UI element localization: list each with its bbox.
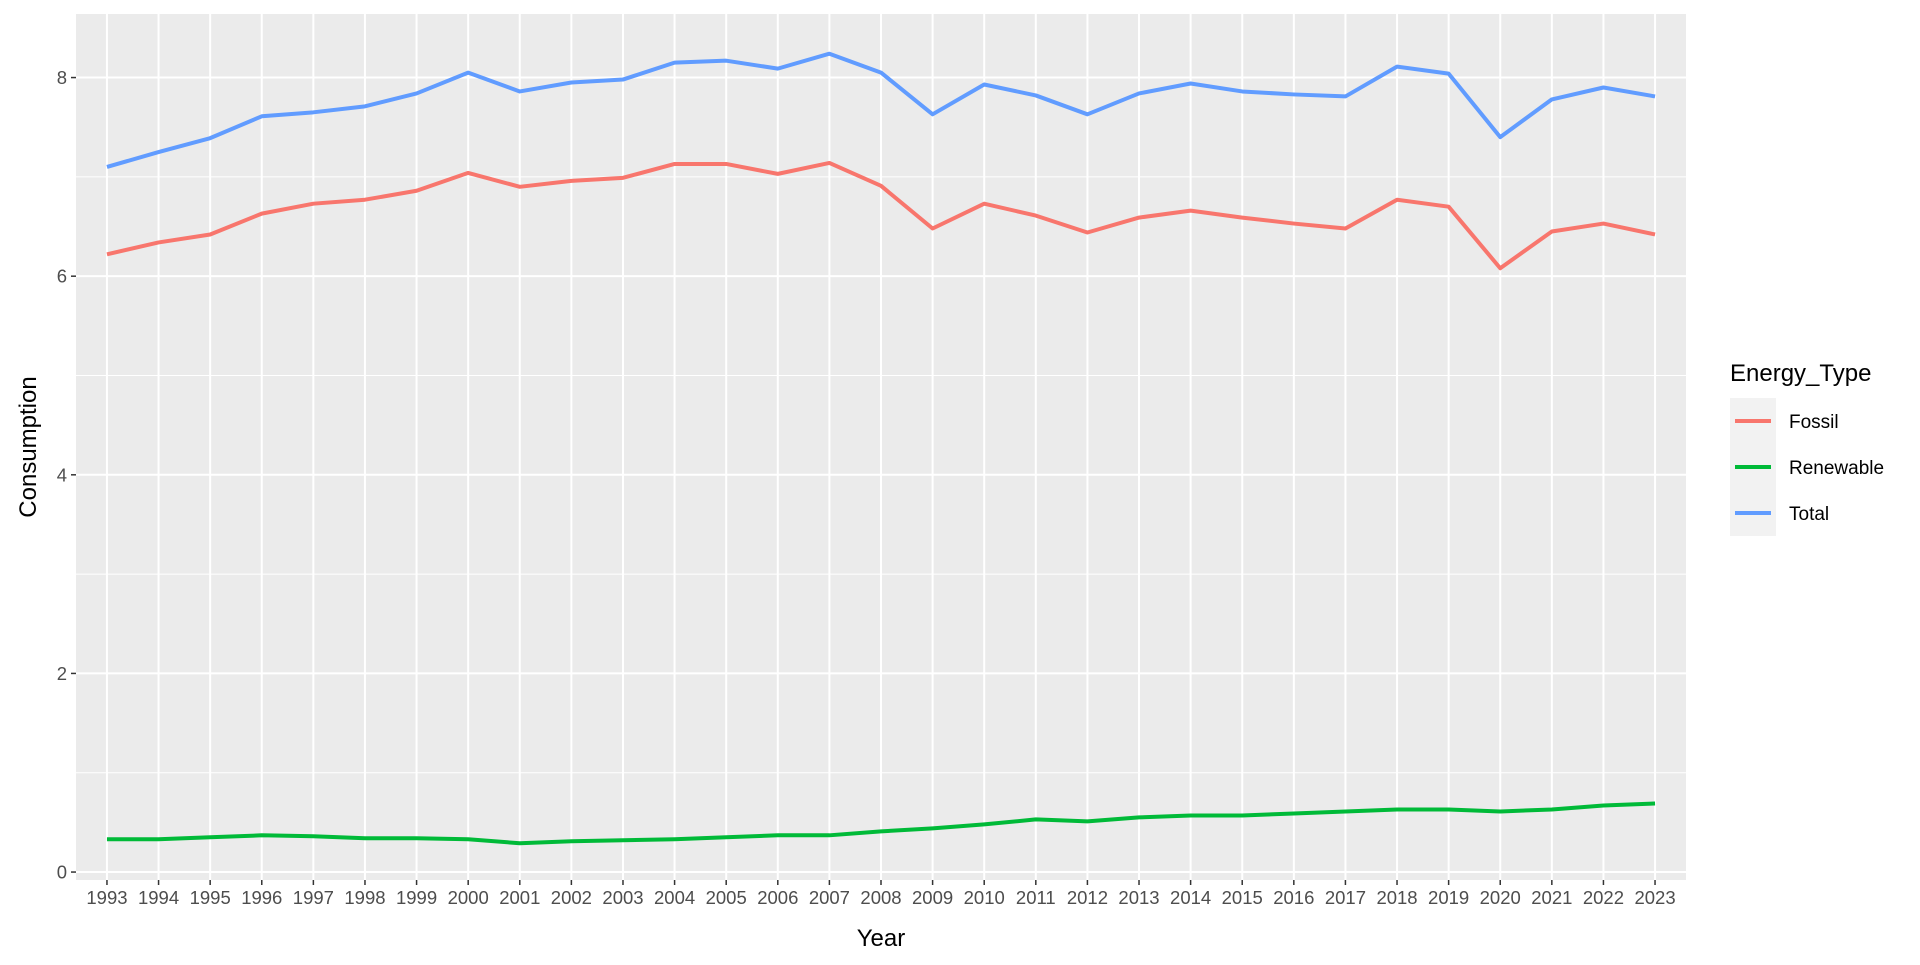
x-tick-label: 2013 (1118, 887, 1159, 908)
x-tick-label: 1996 (241, 887, 282, 908)
x-tick-label: 2006 (757, 887, 798, 908)
x-tick-label: 1998 (344, 887, 385, 908)
x-tick-label: 2002 (551, 887, 592, 908)
x-tick-label: 1999 (396, 887, 437, 908)
x-tick-label: 2018 (1376, 887, 1417, 908)
x-tick-label: 2014 (1170, 887, 1211, 908)
legend-label: Total (1789, 504, 1829, 525)
x-tick-label: 2023 (1634, 887, 1675, 908)
x-tick-label: 1994 (138, 887, 179, 908)
x-tick-label: 2010 (964, 887, 1005, 908)
x-tick-label: 2021 (1531, 887, 1572, 908)
major-gridlines (76, 14, 1686, 880)
y-tick-label: 6 (57, 266, 67, 287)
x-tick-label: 2008 (860, 887, 901, 908)
x-tick-label: 2007 (809, 887, 850, 908)
x-tick-label: 2015 (1222, 887, 1263, 908)
series-lines (106, 51, 1656, 846)
x-tick-label: 2005 (706, 887, 747, 908)
x-tick-label: 2020 (1480, 887, 1521, 908)
x-axis: 1993 1994 1995 1996 1997 1998 1999 2000 2001 2002… (86, 880, 1676, 908)
x-axis-title: Year (857, 925, 906, 952)
x-tick-label: 2003 (602, 887, 643, 908)
legend-label: Fossil (1789, 412, 1839, 433)
x-tick-label: 2019 (1428, 887, 1469, 908)
y-tick-label: 2 (57, 663, 67, 684)
x-tick-label: 1993 (86, 887, 127, 908)
x-tick-label: 2009 (912, 887, 953, 908)
x-tick-label: 1995 (190, 887, 231, 908)
x-tick-label: 2022 (1583, 887, 1624, 908)
legend: Energy_Type Fossil Renewable Total (1730, 360, 1884, 536)
x-tick-label: 2017 (1325, 887, 1366, 908)
x-tick-label: 2012 (1067, 887, 1108, 908)
series-line-fossil (106, 160, 1656, 271)
y-axis-title: Consumption (15, 376, 42, 517)
x-tick-label: 2000 (448, 887, 489, 908)
legend-label: Renewable (1789, 458, 1884, 479)
series-line-total (106, 51, 1656, 169)
x-tick-label: 2004 (654, 887, 695, 908)
x-tick-label: 1997 (293, 887, 334, 908)
legend-title: Energy_Type (1730, 360, 1871, 387)
y-axis: 0 2 4 6 8 (57, 67, 76, 883)
y-tick-label: 4 (57, 464, 67, 485)
x-tick-label: 2011 (1016, 887, 1056, 908)
series-line-renewable (106, 801, 1656, 846)
y-tick-label: 8 (57, 67, 67, 88)
x-tick-label: 2016 (1273, 887, 1314, 908)
y-tick-label: 0 (57, 862, 67, 883)
x-tick-label: 2001 (499, 887, 540, 908)
